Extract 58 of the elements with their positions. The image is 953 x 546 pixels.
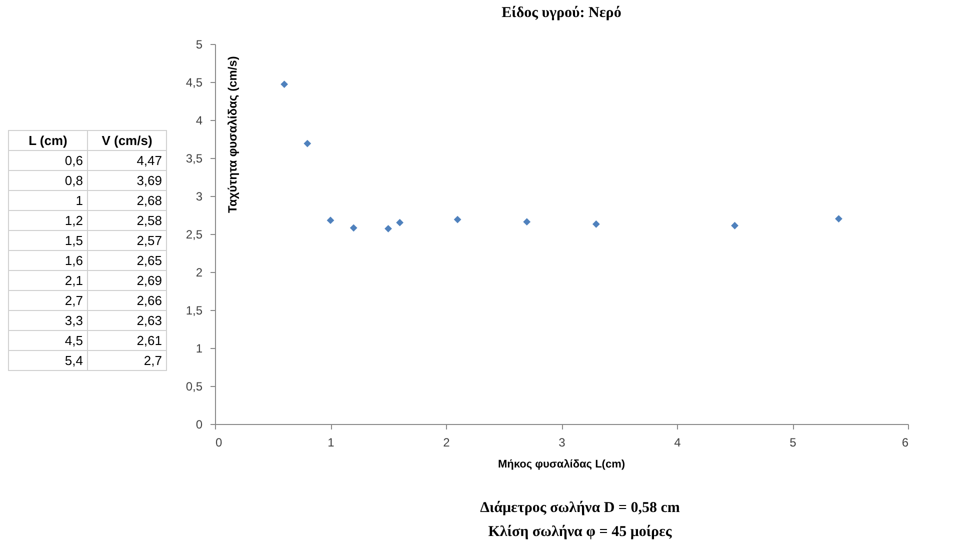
point [350,224,358,232]
chart-title: Είδος υγρού: Νερό [502,5,622,21]
point [454,216,462,224]
y-tick-label: 4 [196,114,203,128]
x-axis-title: Μήκος φυσαλίδας L(cm) [498,458,626,470]
y-tick-label: 4,5 [186,76,203,90]
text: 2,66 [88,290,166,310]
point [396,218,404,226]
point [731,222,738,230]
text: 2,7 [88,350,166,370]
text: 2,63 [88,310,166,330]
text: 2,68 [88,190,166,210]
text: 2,58 [88,210,166,230]
text: 2,61 [88,330,166,350]
point [326,216,334,224]
y-tick-label: 2 [196,266,203,280]
y-tick-label: 3,5 [186,152,203,166]
point [592,220,600,228]
text: 0,8 [8,170,88,190]
y-tick-label: 1,5 [186,304,203,318]
y-axis-title: Ταχύτητα φυσαλίδας (cm/s) [226,56,240,213]
x-tick-label: 0 [216,436,222,450]
x-tick-label: 4 [674,436,682,450]
point [523,218,531,226]
text: 2,69 [88,270,166,290]
text: 1,2 [8,210,88,230]
text: Κλίση σωλήνα φ = 45 μοίρες [487,523,673,542]
text: 2,57 [88,230,166,250]
text: 1 [8,190,88,210]
point [280,80,288,88]
text: 4,47 [88,150,166,170]
y-tick-label: 1 [196,342,203,356]
text: 3,3 [8,310,88,330]
text: 0,6 [8,150,88,170]
y-tick-label: 0 [196,418,203,432]
x-tick-label: 1 [328,436,335,450]
text: 4,5 [8,330,88,350]
text: L (cm) [8,130,88,150]
y-tick-label: 0,5 [186,380,203,394]
text: 2,7 [8,290,88,310]
text: 1,5 [8,230,88,250]
x-tick-label: 3 [558,436,566,450]
text: 3,69 [88,170,166,190]
text: V (cm/s) [88,130,166,150]
x-tick-label: 2 [443,436,450,450]
point [384,224,392,232]
text: 5,4 [8,350,88,370]
x-tick-label: 6 [902,436,909,450]
point [304,140,312,148]
x-tick-label: 5 [790,436,797,450]
text: 2,65 [88,250,166,270]
text: Διάμετρος σωλήνα D = 0,58 cm [479,499,681,518]
y-tick-label: 5 [196,38,203,52]
point [834,215,842,223]
text: 1,6 [8,250,88,270]
y-tick-label: 3 [196,190,203,204]
y-tick-label: 2,5 [186,228,203,242]
text: 2,1 [8,270,88,290]
